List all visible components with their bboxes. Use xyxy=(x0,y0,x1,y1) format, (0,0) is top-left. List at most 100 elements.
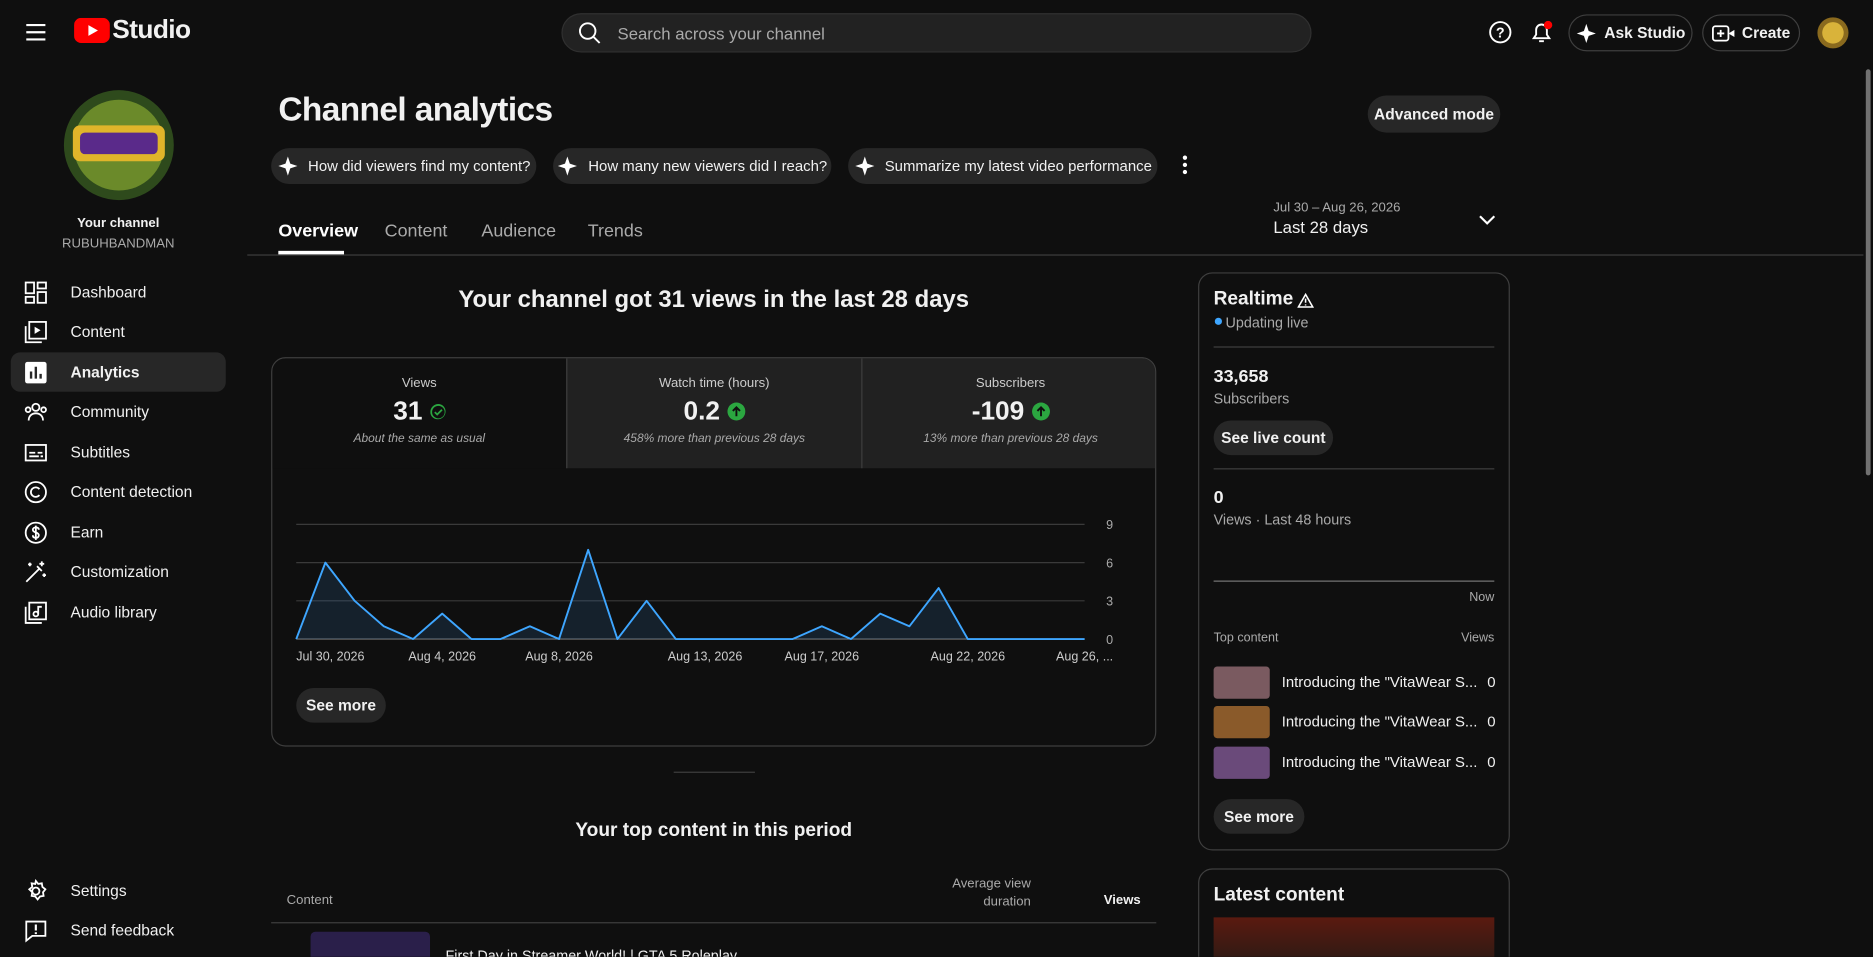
sparkle-icon xyxy=(1576,23,1596,43)
tab[interactable]: Audience xyxy=(481,220,557,242)
nav-label: Earn xyxy=(70,523,104,542)
y-tick-label: 3 xyxy=(1106,595,1113,609)
nav-label: Send feedback xyxy=(70,920,175,939)
metric-value: -109 xyxy=(971,395,1025,426)
date-range: Jul 30 – Aug 26, 2026 xyxy=(1273,200,1401,216)
date-range-label[interactable]: Last 28 days xyxy=(1273,217,1369,237)
prompt-chip[interactable]: Summarize my latest video performance xyxy=(848,148,1158,184)
tab[interactable]: Content xyxy=(384,220,448,242)
ask-studio-label: Ask Studio xyxy=(1604,23,1686,42)
nav-item[interactable]: Community xyxy=(11,392,226,431)
see-more-button[interactable]: See more xyxy=(296,688,386,723)
search-placeholder: Search across your channel xyxy=(617,23,825,44)
create-label: Create xyxy=(1741,23,1791,42)
menu-button[interactable] xyxy=(24,22,48,44)
video-thumbnail[interactable] xyxy=(310,931,431,957)
metric-label: Subscribers xyxy=(975,376,1046,391)
help-button[interactable]: ? xyxy=(1488,20,1512,44)
nav-label: Customization xyxy=(70,562,169,581)
top-content-item[interactable]: Introducing the "VitaWear S... 0 xyxy=(1213,705,1496,739)
warning-icon[interactable] xyxy=(1297,292,1314,309)
thumbnail xyxy=(1213,746,1270,779)
views-column: Views xyxy=(1461,630,1495,646)
metric-note: 458% more than previous 28 days xyxy=(623,432,805,446)
nav-label: Analytics xyxy=(70,363,140,382)
card-title: Latest content xyxy=(1213,885,1345,906)
thumbnail xyxy=(1213,666,1270,699)
top-content-item[interactable]: Introducing the "VitaWear S... 0 xyxy=(1213,746,1496,780)
more-button[interactable] xyxy=(1178,153,1192,177)
metric-value: 31 xyxy=(393,395,423,426)
nav-item[interactable]: Customization xyxy=(11,552,226,591)
notifications-button[interactable] xyxy=(1529,19,1555,45)
subscriber-label: Subscribers xyxy=(1213,390,1290,408)
now-label: Now xyxy=(1469,590,1495,605)
date-dropdown[interactable] xyxy=(1478,213,1497,227)
see-live-count-button[interactable]: See live count xyxy=(1213,420,1334,456)
ask-studio-button[interactable]: Ask Studio xyxy=(1568,14,1693,52)
tab[interactable]: Trends xyxy=(587,220,643,242)
views-chart: 0 3 6 9 Jul 30, 2026 Aug 4, 2026 Aug 8, 2026 Au… xyxy=(295,518,1113,664)
metric-label: Watch time (hours) xyxy=(659,376,770,391)
svg-text:?: ? xyxy=(1496,26,1505,42)
nav-item[interactable]: Analytics xyxy=(10,352,226,392)
divider xyxy=(1213,346,1495,348)
prompt-chip[interactable]: How did viewers find my content? xyxy=(271,148,537,184)
search-icon xyxy=(578,22,601,44)
nav-label: Subtitles xyxy=(70,443,131,462)
metric-note: About the same as usual xyxy=(353,432,486,446)
live-status: Updating live xyxy=(1225,314,1309,331)
tab-indicator xyxy=(278,250,345,255)
nav-item[interactable]: Content xyxy=(11,312,226,351)
nav-item[interactable]: Content detection xyxy=(11,472,226,511)
channel-avatar[interactable] xyxy=(63,90,174,201)
create-button[interactable]: Create xyxy=(1702,14,1801,52)
metric-tab[interactable]: Views 31 About the same as usual xyxy=(272,358,567,469)
latest-thumbnail[interactable] xyxy=(1213,917,1495,957)
thumbnail xyxy=(1213,705,1270,739)
item-views: 0 xyxy=(1487,713,1496,730)
see-more-button[interactable]: See more xyxy=(1213,799,1305,834)
button-label: See live count xyxy=(1221,428,1326,447)
youtube-logo[interactable] xyxy=(74,17,110,44)
nav-label: Dashboard xyxy=(70,283,147,302)
nav-item[interactable]: Dashboard xyxy=(11,272,226,311)
search-box[interactable]: Search across your channel xyxy=(561,13,1312,53)
nav-item[interactable]: Subtitles xyxy=(11,432,226,471)
section-title: Your top content in this period xyxy=(575,820,853,841)
top-content-item[interactable]: Introducing the "VitaWear S... 0 xyxy=(1213,666,1496,700)
y-tick-label: 0 xyxy=(1106,633,1113,647)
nav-label: Community xyxy=(70,402,150,421)
item-title: Introducing the "VitaWear S... xyxy=(1281,713,1478,730)
top-content-label: Top content xyxy=(1213,630,1279,646)
scrollbar[interactable] xyxy=(1865,69,1871,476)
item-views: 0 xyxy=(1487,673,1496,691)
x-tick-label: Aug 4, 2026 xyxy=(408,650,476,664)
y-tick-label: 9 xyxy=(1106,518,1113,532)
button-label: See more xyxy=(306,696,376,715)
prompt-label: Summarize my latest video performance xyxy=(884,157,1152,175)
prompt-chip[interactable]: How many new viewers did I reach? xyxy=(553,148,832,184)
metric-value: 0.2 xyxy=(683,395,721,426)
advanced-mode-button[interactable]: Advanced mode xyxy=(1367,95,1501,133)
channel-label: Your channel xyxy=(77,216,160,231)
tab[interactable]: Overview xyxy=(278,220,359,242)
views-label: Views · Last 48 hours xyxy=(1213,511,1352,528)
logo-text: Studio xyxy=(112,14,191,45)
column-header[interactable]: Views xyxy=(1103,893,1141,908)
video-title[interactable]: First Day in Streamer World! | GTA 5 Rol… xyxy=(445,947,738,957)
nav-item[interactable]: Send feedback xyxy=(11,910,226,949)
x-tick-label: Aug 13, 2026 xyxy=(668,650,743,664)
metric-tab[interactable]: Watch time (hours) 0.2 458% more than pr… xyxy=(566,358,862,469)
column-header[interactable]: Average view duration xyxy=(952,876,1031,910)
account-avatar[interactable] xyxy=(1817,17,1849,49)
latest-content-card xyxy=(1198,868,1510,957)
metric-tab[interactable]: Subscribers -109 13% more than previous … xyxy=(861,358,1156,469)
column-header[interactable]: Content xyxy=(286,893,333,908)
live-dot xyxy=(1214,317,1222,325)
item-views: 0 xyxy=(1487,753,1496,771)
subscriber-count: 33,658 xyxy=(1213,366,1269,388)
nav-item[interactable]: Audio library xyxy=(11,592,226,631)
nav-item[interactable]: Settings xyxy=(11,871,226,910)
nav-item[interactable]: Earn xyxy=(11,512,226,551)
